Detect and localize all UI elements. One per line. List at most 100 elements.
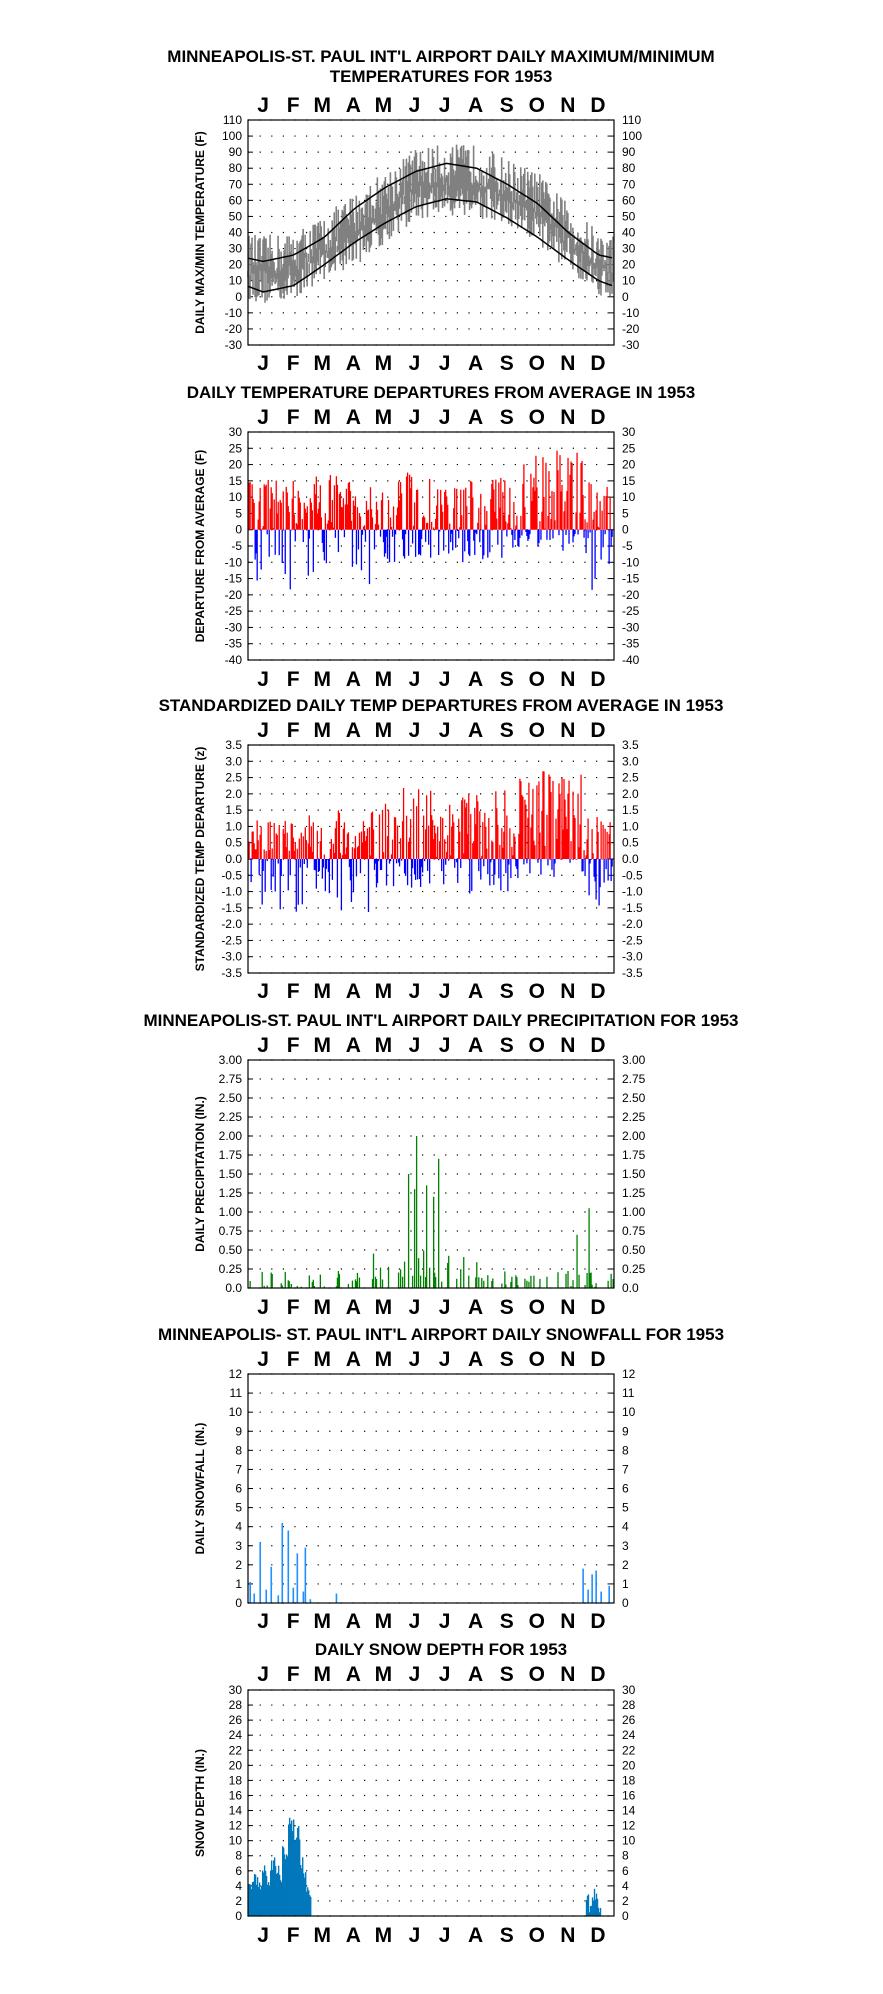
departure-bar <box>605 859 606 869</box>
precip-bar <box>557 1272 558 1288</box>
month-label-top: N <box>560 1663 575 1686</box>
departure-bar <box>469 859 470 893</box>
month-label-top: M <box>313 406 331 429</box>
month-label-top: J <box>409 94 421 117</box>
month-label-bottom: A <box>346 1924 361 1947</box>
y-tick-label-right: 90 <box>622 145 636 159</box>
snowfall-bar <box>582 1569 584 1603</box>
y-tick-label-left: 9 <box>235 1424 242 1438</box>
y-tick-label-left: -35 <box>225 637 243 651</box>
y-tick-label-left: 18 <box>229 1773 243 1787</box>
departure-bar <box>571 463 572 530</box>
departure-bar <box>295 530 296 542</box>
departure-bar <box>307 859 308 868</box>
panel-standardized <box>248 745 614 973</box>
precip-bar <box>382 1280 383 1288</box>
y-tick-label-left: 10 <box>229 1834 243 1848</box>
month-label-top: F <box>287 1663 300 1686</box>
departure-bar <box>577 530 578 535</box>
month-label-bottom: S <box>500 980 514 1003</box>
departure-bar <box>599 859 600 887</box>
month-label-top: M <box>313 1034 331 1057</box>
y-tick-label-left: 25 <box>229 441 243 455</box>
y-tick-label-left: 5 <box>235 1501 242 1515</box>
departure-bar <box>501 530 502 558</box>
panel-title: TEMPERATURES FOR 1953 <box>330 67 553 86</box>
departure-bar <box>607 859 608 881</box>
departure-bar <box>309 530 310 539</box>
y-tick-label-right: 8 <box>622 1849 629 1863</box>
y-tick-label-right: 110 <box>622 113 641 127</box>
departure-bar <box>399 859 400 866</box>
month-label-bottom: A <box>346 352 361 375</box>
departure-bar <box>440 817 441 859</box>
y-tick-label-left: 0 <box>235 1909 242 1923</box>
y-tick-label-right: 10 <box>622 1405 636 1419</box>
y-tick-label-right: 0.0 <box>622 852 639 866</box>
departure-bar <box>383 852 384 859</box>
y-tick-label-left: 11 <box>230 1386 243 1400</box>
departure-bar <box>479 811 480 859</box>
departure-bar <box>537 859 538 863</box>
departure-bar <box>249 842 250 859</box>
departure-bar <box>260 488 261 530</box>
y-tick-label-right: 15 <box>622 474 636 488</box>
departure-bar <box>512 530 513 548</box>
departure-bar <box>547 859 548 865</box>
month-label-bottom: A <box>346 668 361 691</box>
y-tick-label-right: 1.0 <box>622 819 639 833</box>
y-tick-label-left: 30 <box>229 1683 243 1697</box>
departure-bar <box>281 503 282 530</box>
month-label-bottom: M <box>313 352 331 375</box>
departure-bar <box>379 814 380 859</box>
month-label-top: S <box>500 406 514 429</box>
departure-bar <box>588 859 589 895</box>
departure-bar <box>406 816 407 859</box>
y-tick-label-right: 2 <box>622 1894 629 1908</box>
departure-bar <box>415 859 416 880</box>
y-tick-label-right: 1.50 <box>622 1167 646 1181</box>
departure-bar <box>316 859 317 889</box>
departure-bar <box>543 771 544 859</box>
y-tick-label-right: 2.5 <box>622 771 639 785</box>
y-tick-label-right: 20 <box>622 458 636 472</box>
y-tick-label-right: 0 <box>622 1909 629 1923</box>
departure-bar <box>460 859 461 868</box>
month-label-bottom: D <box>590 980 605 1003</box>
departure-bar <box>332 500 333 530</box>
departure-bar <box>461 515 462 529</box>
departure-bar <box>295 842 296 859</box>
month-label-bottom: A <box>346 1610 361 1633</box>
y-tick-label-right: 10 <box>622 1834 636 1848</box>
departure-bar <box>463 490 464 530</box>
precip-bar <box>456 1279 457 1288</box>
departure-bar <box>274 499 275 529</box>
y-tick-label-right: 100 <box>622 129 642 143</box>
departure-bar <box>433 527 434 529</box>
month-label-top: O <box>529 1034 545 1057</box>
y-tick-label-right: 6 <box>622 1482 629 1496</box>
precip-bar <box>250 1281 251 1288</box>
departure-bar <box>586 522 587 529</box>
departure-bar <box>480 859 481 880</box>
precip-bar <box>376 1279 377 1288</box>
departure-bar <box>303 836 304 859</box>
departure-bar <box>514 530 515 540</box>
y-tick-label-right: 12 <box>622 1367 636 1381</box>
departure-bar <box>373 829 374 859</box>
precip-bar <box>357 1273 358 1288</box>
departure-bar <box>483 530 484 556</box>
y-tick-label-right: 10 <box>622 490 636 504</box>
y-axis-label: DAILY PRECIPITATION (IN.) <box>193 1096 207 1252</box>
precip-bar <box>429 1268 430 1288</box>
month-label-top: S <box>500 1348 514 1371</box>
precip-bar <box>380 1268 381 1288</box>
precip-bar <box>487 1275 488 1288</box>
month-label-bottom: M <box>313 1924 331 1947</box>
departure-bar <box>388 500 389 530</box>
departure-bar <box>306 840 307 859</box>
precip-bar <box>289 1281 290 1288</box>
y-tick-label-right: 0.75 <box>622 1224 646 1238</box>
precip-bar <box>595 1283 596 1288</box>
precip-bar <box>526 1281 527 1288</box>
